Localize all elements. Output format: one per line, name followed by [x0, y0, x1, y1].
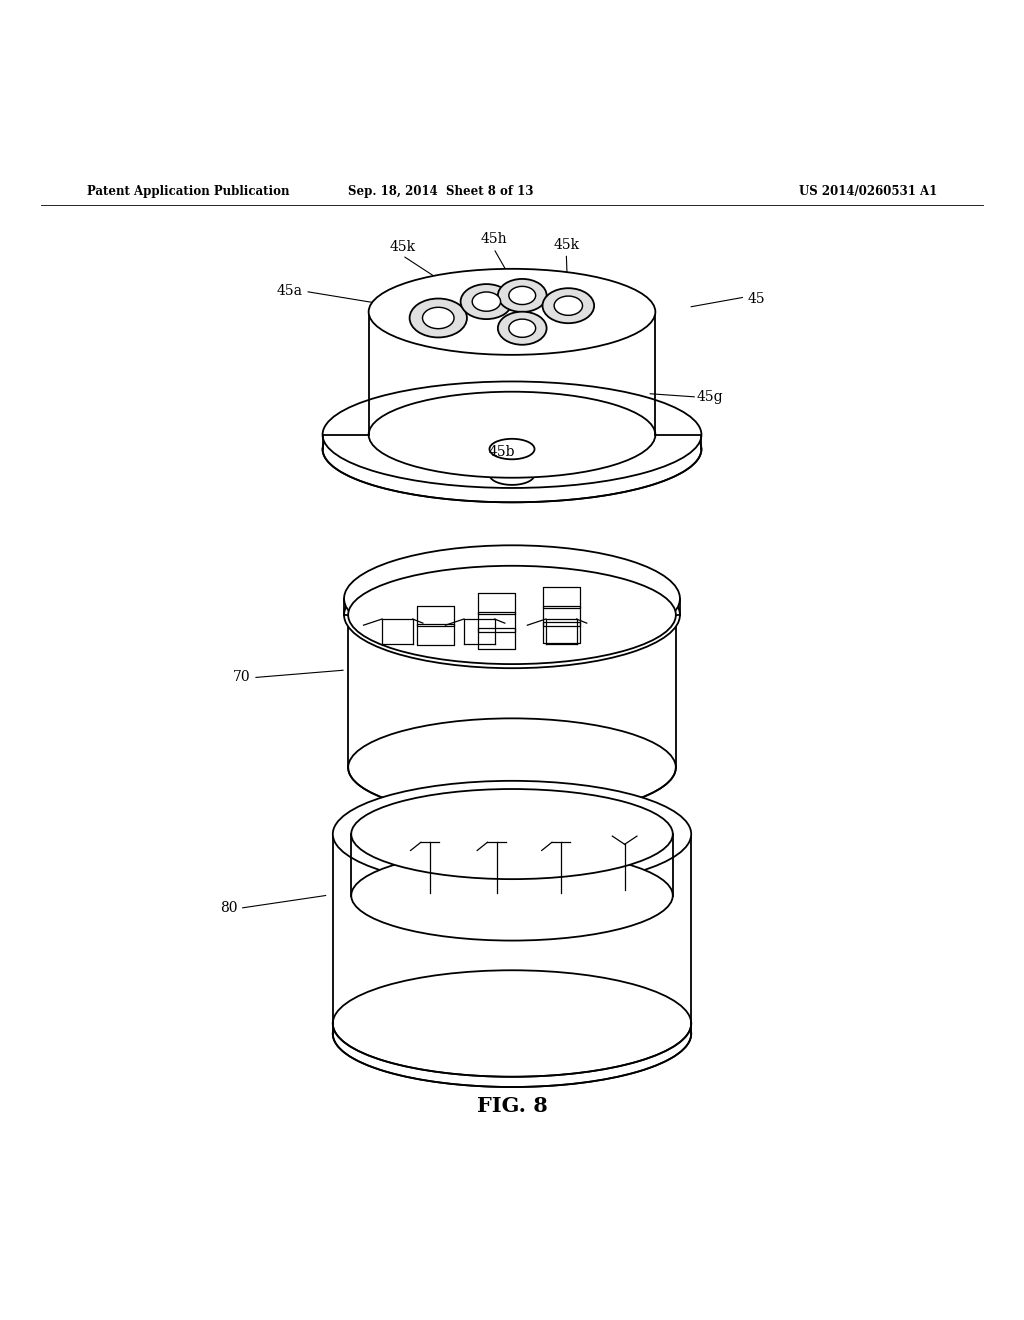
Ellipse shape — [344, 545, 680, 652]
Ellipse shape — [509, 319, 536, 338]
Bar — [478, 628, 515, 648]
Ellipse shape — [323, 381, 701, 488]
Text: Sep. 18, 2014  Sheet 8 of 13: Sep. 18, 2014 Sheet 8 of 13 — [347, 185, 534, 198]
Text: 45b: 45b — [488, 445, 515, 459]
Ellipse shape — [333, 981, 691, 1086]
Ellipse shape — [498, 279, 547, 312]
Bar — [478, 612, 515, 632]
Text: 80: 80 — [220, 900, 238, 915]
Ellipse shape — [472, 292, 501, 312]
Ellipse shape — [369, 269, 655, 355]
Ellipse shape — [351, 789, 673, 879]
Bar — [478, 594, 515, 614]
Text: 70: 70 — [233, 671, 251, 684]
Ellipse shape — [348, 718, 676, 817]
Bar — [543, 587, 580, 607]
Text: 45k: 45k — [553, 239, 580, 252]
Text: 45: 45 — [748, 292, 765, 305]
Ellipse shape — [348, 566, 676, 664]
Ellipse shape — [498, 312, 547, 345]
Ellipse shape — [323, 396, 701, 503]
Ellipse shape — [369, 392, 655, 478]
Ellipse shape — [423, 308, 454, 329]
Text: 45h: 45h — [480, 232, 507, 247]
Text: 45g: 45g — [696, 389, 723, 404]
Bar — [417, 606, 454, 626]
Ellipse shape — [461, 284, 512, 319]
Bar — [417, 624, 454, 644]
Ellipse shape — [554, 296, 583, 315]
Ellipse shape — [344, 562, 680, 668]
Ellipse shape — [333, 970, 691, 1077]
Ellipse shape — [509, 286, 536, 305]
Text: 45a: 45a — [276, 284, 302, 298]
Text: US 2014/0260531 A1: US 2014/0260531 A1 — [799, 185, 937, 198]
Ellipse shape — [351, 850, 673, 941]
Bar — [543, 622, 580, 643]
Ellipse shape — [410, 298, 467, 338]
Text: 45k: 45k — [389, 240, 416, 255]
Text: Patent Application Publication: Patent Application Publication — [87, 185, 290, 198]
Ellipse shape — [489, 438, 535, 459]
Ellipse shape — [333, 781, 691, 887]
Text: FIG. 8: FIG. 8 — [476, 1097, 548, 1117]
Bar — [543, 606, 580, 626]
Ellipse shape — [543, 288, 594, 323]
